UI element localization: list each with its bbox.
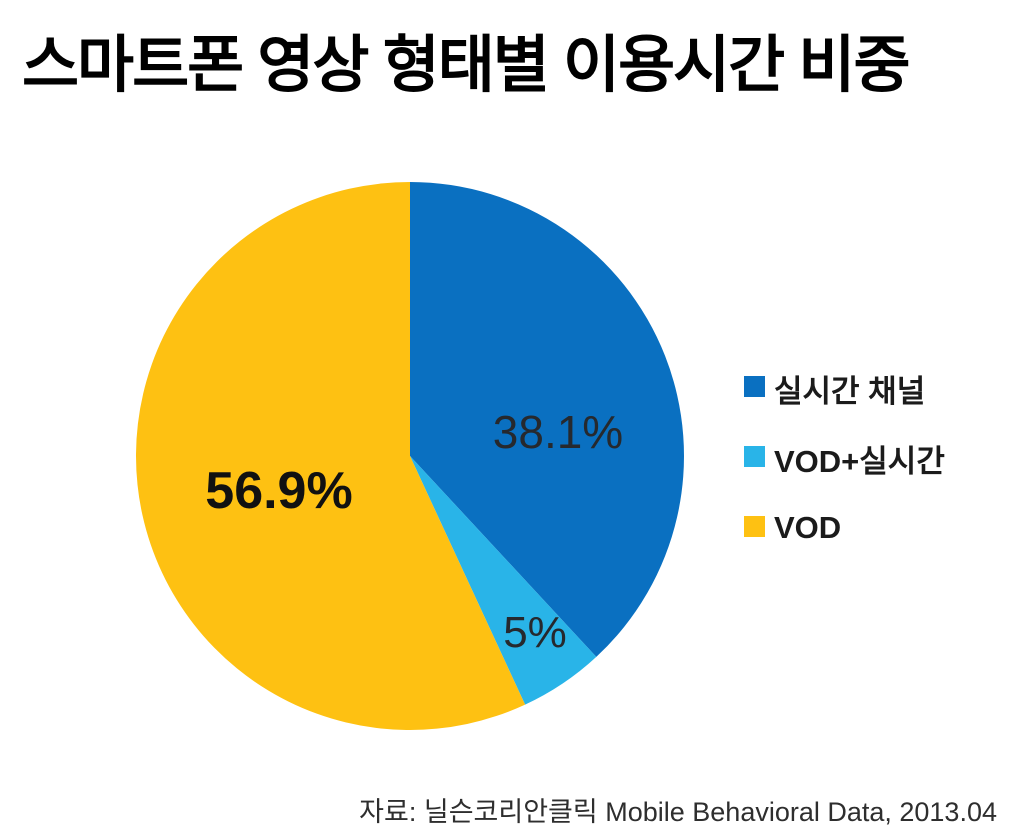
legend-item-vod-plus-realtime: VOD+실시간: [744, 442, 945, 479]
slice-label-realtime-channel: 38.1%: [492, 406, 624, 458]
source-caption: 자료: 닐슨코리안클릭 Mobile Behavioral Data, 2013…: [359, 797, 997, 826]
slice-label-vod: 56.9%: [205, 462, 353, 520]
legend-swatch-realtime-channel-icon: [744, 375, 765, 397]
pie-chart-svg: [135, 181, 685, 730]
legend-label-vod: VOD: [774, 510, 842, 545]
legend-item-realtime-channel: 실시간 채널: [744, 372, 945, 409]
legend: 실시간 채널 VOD+실시간 VOD: [744, 372, 945, 582]
pie-slice-vod: [135, 181, 526, 730]
legend-label-vod-plus-realtime: VOD+실시간: [774, 443, 945, 479]
legend-item-vod: VOD: [744, 510, 945, 545]
slice-label-vod-plus-realtime: 5%: [503, 608, 567, 657]
pie-chart: [135, 181, 685, 731]
pie-slice-realtime-channel: [410, 182, 685, 657]
legend-swatch-vod-plus-realtime-icon: [744, 445, 765, 467]
pie-slice-vod-plus-realtime: [410, 456, 597, 705]
chart-title: 스마트폰 영상 형태별 이용시간 비중: [22, 31, 911, 100]
legend-label-realtime-channel: 실시간 채널: [774, 373, 926, 409]
legend-swatch-vod-icon: [744, 515, 765, 537]
